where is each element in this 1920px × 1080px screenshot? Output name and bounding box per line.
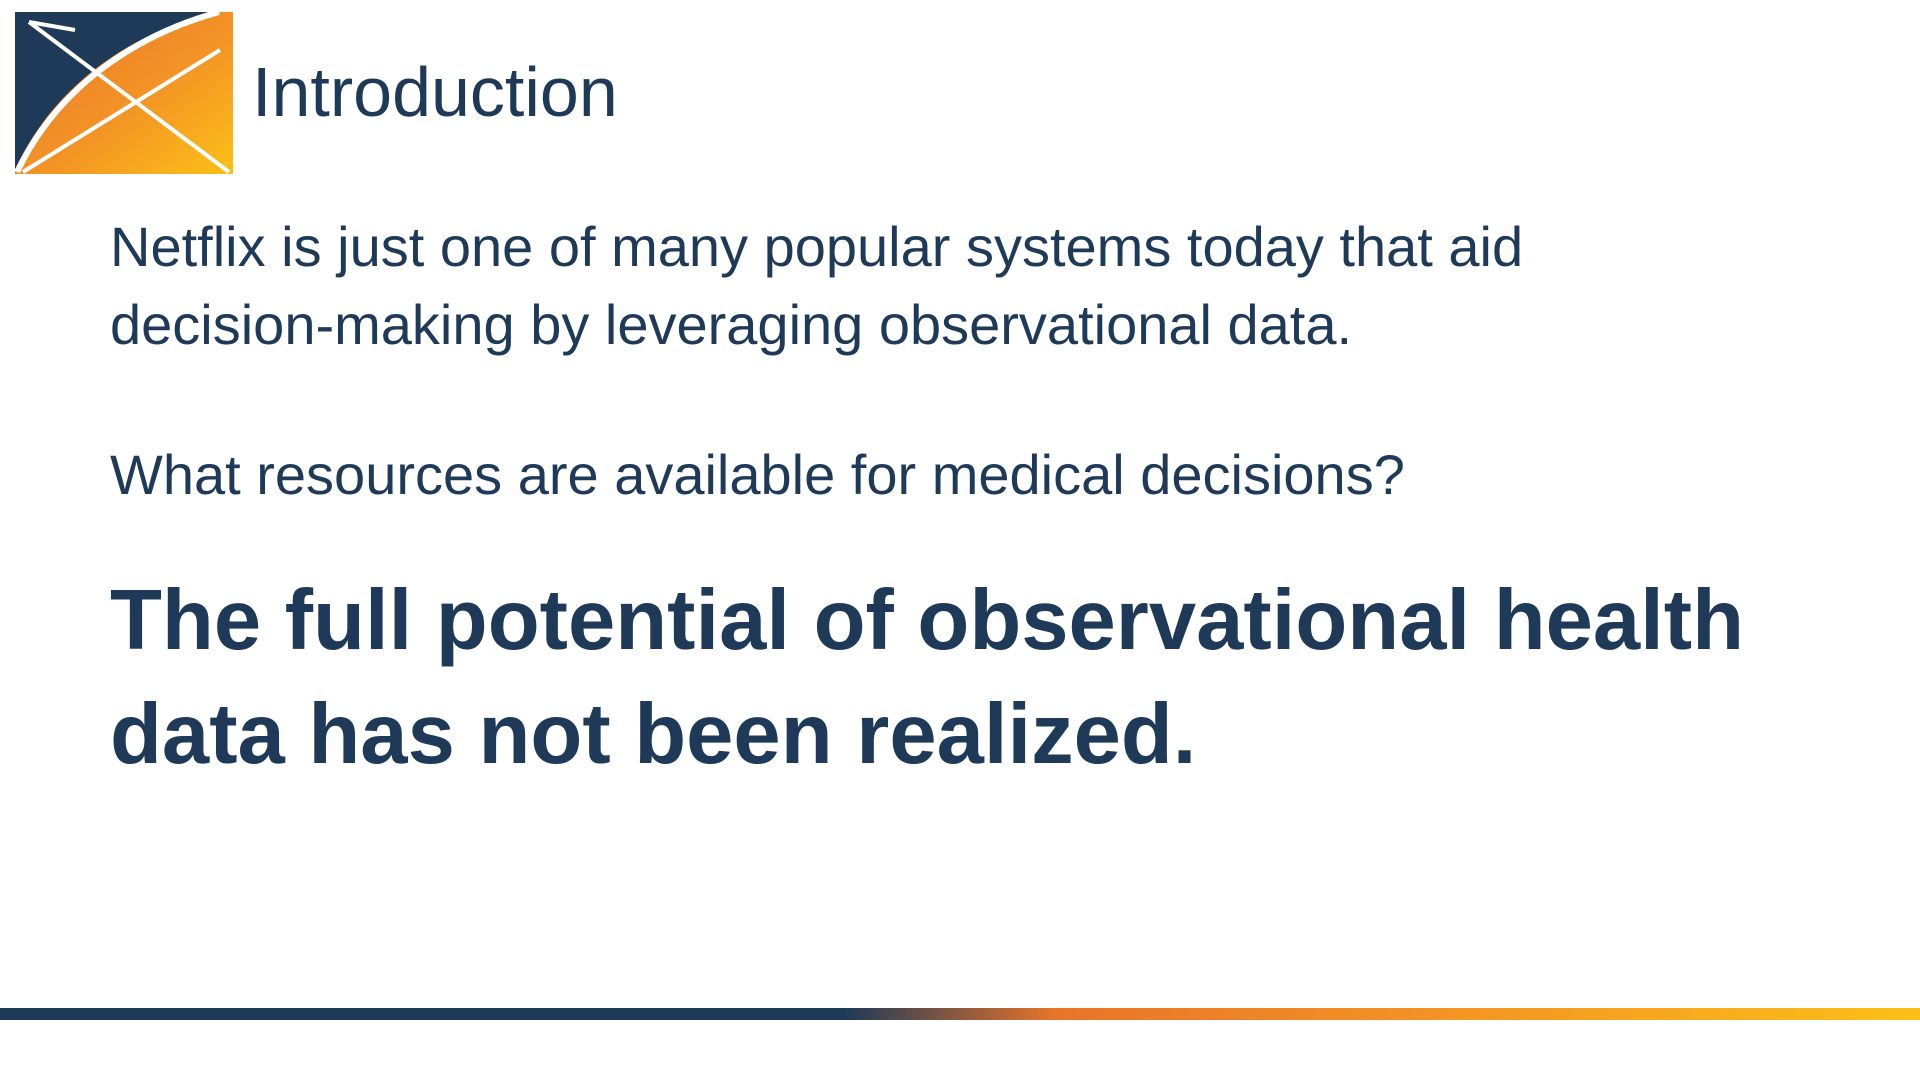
key-message-headline: The full potential of observational heal…	[110, 564, 1830, 792]
intro-paragraph-line-1: Netflix is just one of many popular syst…	[110, 215, 1524, 278]
ohdsi-logo-icon	[15, 12, 233, 174]
headline-line-1: The full potential of observational heal…	[110, 573, 1745, 668]
footer-gradient-bar	[0, 1008, 1920, 1020]
question-paragraph: What resources are available for medical…	[110, 443, 1405, 506]
headline-line-2: data has not been realized.	[110, 687, 1197, 782]
intro-paragraph-line-2: decision-making by leveraging observatio…	[110, 293, 1353, 356]
intro-paragraph: Netflix is just one of many popular syst…	[110, 208, 1710, 364]
slide-title: Introduction	[252, 53, 618, 131]
